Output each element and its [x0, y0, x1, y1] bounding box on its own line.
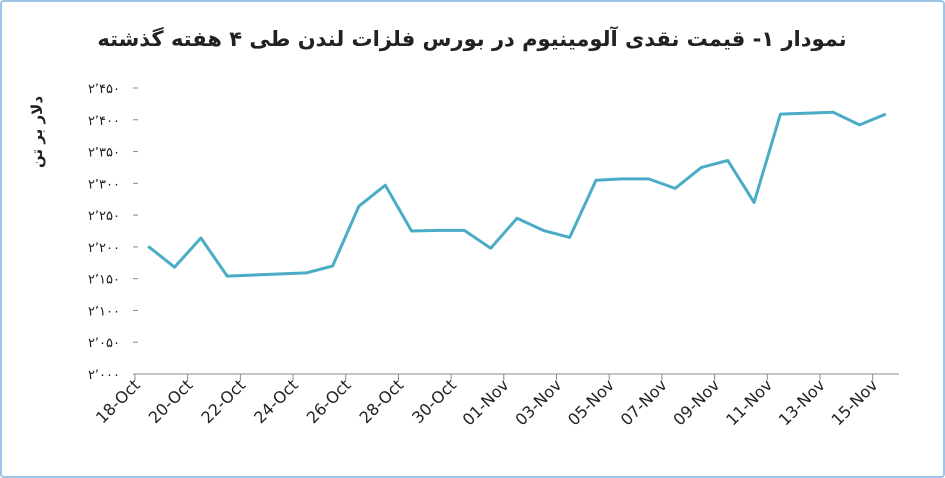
chart-title: نمودار ۱- قیمت نقدی آلومینیوم در بورس فل…	[97, 26, 846, 51]
x-tick-label: 11-Nov	[722, 375, 776, 429]
x-tick-label: 30-Oct	[408, 375, 460, 427]
x-tick-label: 26-Oct	[303, 375, 355, 427]
y-tick-label: ۲٬۲۰۰	[88, 241, 120, 256]
x-tick-label: 22-Oct	[197, 375, 249, 427]
y-tick-label: ۲٬۰۵۰	[88, 336, 120, 351]
x-tick-label: 28-Oct	[355, 375, 407, 427]
y-tick-label: ۲٬۴۰۰	[88, 114, 120, 129]
x-tick-label: 15-Nov	[827, 375, 881, 429]
x-tick-label: 03-Nov	[511, 375, 565, 429]
x-tick-label: 13-Nov	[775, 375, 829, 429]
x-tick-label: 01-Nov	[459, 375, 513, 429]
y-tick-label: ۲٬۳۰۰	[88, 177, 120, 192]
x-tick-label: 07-Nov	[617, 375, 671, 429]
y-tick-label: ۲٬۱۰۰	[88, 304, 120, 319]
y-tick-label: ۲٬۴۵۰	[88, 82, 120, 97]
x-tick-label: 09-Nov	[669, 375, 723, 429]
x-tick-label: 18-Oct	[92, 375, 144, 427]
y-axis-label: دلار بر تن	[28, 96, 46, 168]
y-tick-label: ۲٬۰۰۰	[88, 368, 120, 383]
y-tick-label: ۲٬۳۵۰	[88, 146, 120, 161]
x-tick-label: 05-Nov	[564, 375, 618, 429]
x-tick-label: 20-Oct	[145, 375, 197, 427]
data-line	[147, 110, 887, 278]
y-tick-label: ۲٬۲۵۰	[88, 209, 120, 224]
y-tick-label: ۲٬۱۵۰	[88, 273, 120, 288]
x-tick-label: 24-Oct	[250, 375, 302, 427]
